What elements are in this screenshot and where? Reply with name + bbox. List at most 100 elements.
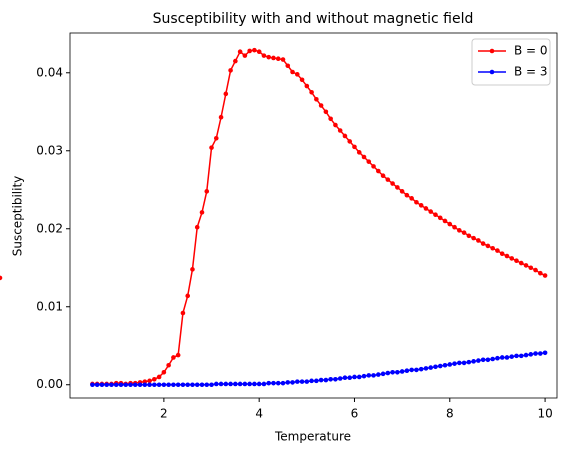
data-point [423, 366, 429, 371]
data-point [199, 382, 205, 388]
data-point [476, 238, 481, 243]
x-tick-label: 2 [160, 407, 168, 421]
data-point [347, 375, 353, 381]
data-point [156, 382, 162, 388]
data-point [132, 382, 138, 388]
data-point [461, 230, 467, 235]
data-point [499, 251, 505, 257]
data-point [504, 355, 510, 360]
data-point [533, 351, 538, 356]
data-point [309, 378, 314, 384]
data-point [104, 382, 109, 388]
data-point [409, 367, 414, 373]
data-point [323, 109, 329, 115]
data-point [256, 49, 262, 55]
data-point [328, 116, 333, 122]
data-point [352, 374, 357, 380]
data-point [399, 189, 405, 194]
data-point [218, 381, 224, 387]
data-point [318, 377, 324, 383]
data-point [242, 53, 248, 58]
data-point [156, 374, 162, 380]
data-point [218, 114, 224, 120]
data-point [495, 248, 500, 253]
data-point [428, 365, 434, 370]
data-point [385, 370, 391, 376]
data-point [314, 96, 319, 102]
data-point [533, 267, 538, 273]
data-point [371, 373, 376, 378]
data-point [485, 357, 491, 363]
data-point [442, 362, 448, 368]
data-point [433, 212, 438, 218]
data-point [518, 353, 524, 359]
data-point [328, 376, 333, 382]
data-point [261, 381, 267, 387]
data-point [356, 374, 362, 380]
data-point [190, 267, 195, 272]
data-point [466, 359, 472, 365]
data-point [518, 260, 524, 266]
data-point [237, 49, 243, 55]
data-point [457, 360, 462, 366]
data-point [123, 382, 129, 388]
data-point [294, 72, 300, 77]
data-point [228, 68, 233, 73]
data-point [294, 379, 300, 384]
data-point [256, 381, 262, 387]
data-point [280, 57, 286, 62]
data-point [137, 382, 143, 388]
data-point [166, 362, 171, 368]
data-point [261, 53, 267, 58]
data-point [213, 381, 219, 387]
chart-title: Susceptibility with and without magnetic… [153, 11, 474, 27]
data-point [199, 210, 205, 215]
y-tick-label: 0.01 [36, 299, 63, 313]
data-point [290, 380, 295, 385]
legend-marker [489, 69, 495, 75]
data-point [228, 381, 233, 387]
data-point [437, 215, 443, 221]
data-point [252, 381, 257, 387]
y-tick-label: 0.04 [36, 65, 63, 79]
data-point [480, 241, 486, 246]
data-point [233, 381, 238, 387]
data-point [538, 351, 543, 356]
data-point [418, 203, 424, 208]
y-tick-label: 0.02 [36, 221, 63, 235]
data-point [152, 376, 157, 382]
data-point [147, 382, 152, 388]
x-tick-label: 6 [351, 407, 359, 421]
data-point [271, 55, 276, 61]
data-point [538, 270, 543, 276]
data-point [404, 368, 410, 374]
data-point [237, 381, 243, 387]
data-point [376, 168, 381, 174]
data-point [185, 293, 190, 299]
legend-label: B = 0 [514, 44, 548, 58]
data-point [109, 382, 114, 388]
data-point [185, 382, 190, 388]
data-point [337, 376, 343, 381]
data-point [490, 245, 495, 251]
data-point [323, 377, 329, 383]
data-point [509, 256, 515, 261]
data-point [399, 369, 405, 374]
data-point [166, 382, 171, 388]
data-point [247, 48, 252, 54]
data-point [457, 228, 462, 233]
data-point [0, 275, 3, 281]
data-point [309, 89, 314, 95]
data-point [352, 144, 357, 150]
data-point [118, 382, 124, 388]
data-point [471, 235, 476, 241]
data-point [304, 379, 310, 384]
data-point [94, 382, 100, 388]
data-point [142, 382, 148, 388]
data-point [90, 382, 95, 388]
data-point [471, 359, 476, 364]
data-point [223, 91, 229, 97]
data-point [223, 381, 229, 387]
data-point [99, 382, 105, 388]
